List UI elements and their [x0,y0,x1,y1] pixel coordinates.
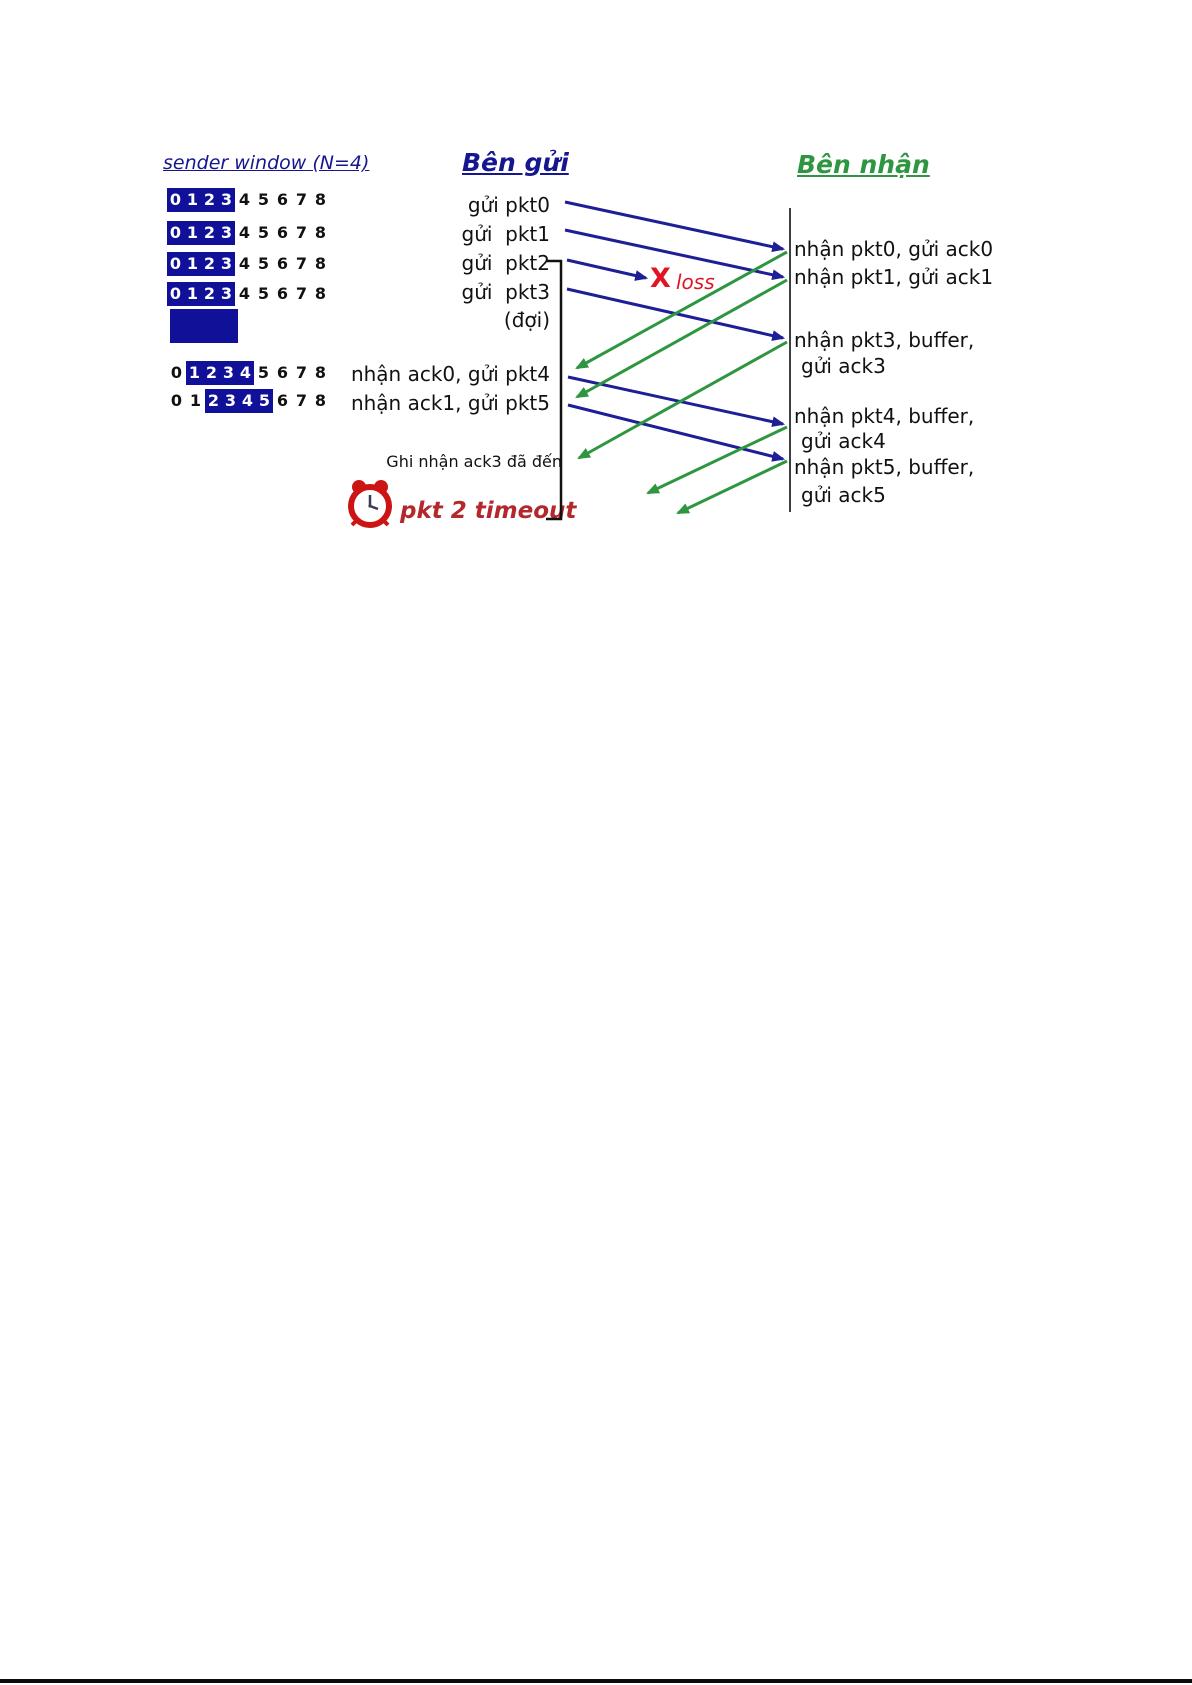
ack3-arrived-note: Ghi nhận ack3 đã đến [386,452,562,471]
window-digit-in-window: 3 [218,221,235,245]
window-digit-in-window: 4 [239,389,256,413]
receiver-event-label: nhận pkt3, buffer, [794,328,975,352]
receiver-event-label: gửi ack3 [801,354,886,378]
receiver-event-label: nhận pkt0, gửi ack0 [794,237,994,261]
window-digit-in-window: 4 [237,361,254,385]
ack-arrow-ack1 [575,278,788,399]
window-digit: 6 [276,190,289,209]
window-digit-in-window: 0 [167,252,184,276]
window-digit-in-window: 3 [218,282,235,306]
window-digit: 5 [257,223,270,242]
window-digit: 8 [314,190,327,209]
window-digit: 7 [295,254,308,273]
window-digit: 6 [276,284,289,303]
receiver-event-label: gửi ack5 [801,483,886,507]
window-digit-in-window: 3 [220,361,237,385]
window-digit-in-window: 0 [167,221,184,245]
window-digit: 6 [276,391,289,410]
window-digit: 5 [257,254,270,273]
window-digit: 7 [295,363,308,382]
packet-arrow-pkt4 [567,375,786,427]
window-digit-in-window: 1 [186,361,203,385]
receiver-event-label: gửi ack4 [801,429,886,453]
window-digit-in-window: 1 [184,282,201,306]
clock-center-dot [368,504,372,508]
window-digit: 8 [314,254,327,273]
window-digit: 4 [238,190,251,209]
packet-loss-x-mark: X [650,263,671,294]
sender-event-label: gửi pkt3 [461,280,551,304]
window-digit: 6 [276,363,289,382]
window-digit: 6 [276,223,289,242]
sender-window-row-solid [170,309,238,343]
ack-arrow-ack4 [646,425,788,495]
window-digit: 8 [314,284,327,303]
receiver-column-title: Bên nhận [797,150,930,179]
page-bottom-border [0,1679,1192,1683]
window-digit-in-window: 3 [222,389,239,413]
window-digit-in-window: 3 [218,188,235,212]
window-digit: 7 [295,190,308,209]
window-digit: 5 [257,363,270,382]
window-digit-in-window: 2 [201,282,218,306]
sender-column-title: Bên gửi [462,148,569,177]
receiver-event-label: nhận pkt1, gửi ack1 [794,265,994,289]
sender-event-label: nhận ack1, gửi pkt5 [350,391,550,415]
window-digit: 7 [295,223,308,242]
packet-loss-label: loss [676,270,715,294]
window-digit: 5 [257,284,270,303]
window-digit: 7 [295,391,308,410]
ack-arrow-ack3 [577,340,788,460]
window-digit-in-window: 2 [201,221,218,245]
sender-window-title: sender window (N=4) [163,152,370,174]
sender-event-label: (đợi) [503,308,550,332]
window-digit: 6 [276,254,289,273]
window-digit-in-window: 5 [256,389,273,413]
window-digit-in-window: 0 [167,282,184,306]
packet-arrow-pkt2-lost [566,258,649,281]
window-digit-in-window: 2 [201,252,218,276]
receiver-event-label: nhận pkt5, buffer, [794,455,975,479]
window-digit-in-window: 1 [184,188,201,212]
pkt2-timeout-label: pkt 2 timeout [400,498,577,524]
window-digit: 8 [314,223,327,242]
window-digit: 4 [238,254,251,273]
packet-arrow-pkt5 [567,403,786,462]
window-digit-in-window: 2 [203,361,220,385]
window-digit: 1 [189,391,202,410]
window-digit-in-window: 0 [167,188,184,212]
window-digit: 5 [257,190,270,209]
receiver-event-label: nhận pkt4, buffer, [794,404,975,428]
ack-arrow-ack5 [676,459,788,515]
packet-arrow-pkt3 [566,287,786,341]
window-digit: 0 [170,363,183,382]
window-digit: 8 [314,391,327,410]
sender-event-label: gửi pkt2 [461,251,551,275]
packet-arrow-pkt1 [564,228,786,281]
window-digit-in-window: 1 [184,221,201,245]
window-digit-in-window: 2 [201,188,218,212]
window-digit: 0 [170,391,183,410]
window-digit-in-window: 2 [205,389,222,413]
sender-event-label: gửi pkt0 [467,193,550,217]
sender-event-label: nhận ack0, gửi pkt4 [350,362,550,386]
window-digit: 4 [238,284,251,303]
packet-arrow-pkt0 [564,200,786,253]
window-digit: 8 [314,363,327,382]
sender-event-label: gửi pkt1 [461,222,551,246]
window-digit: 7 [295,284,308,303]
alarm-clock-icon [348,480,392,528]
window-digit: 4 [238,223,251,242]
window-digit-in-window: 3 [218,252,235,276]
window-digit-in-window: 1 [184,252,201,276]
